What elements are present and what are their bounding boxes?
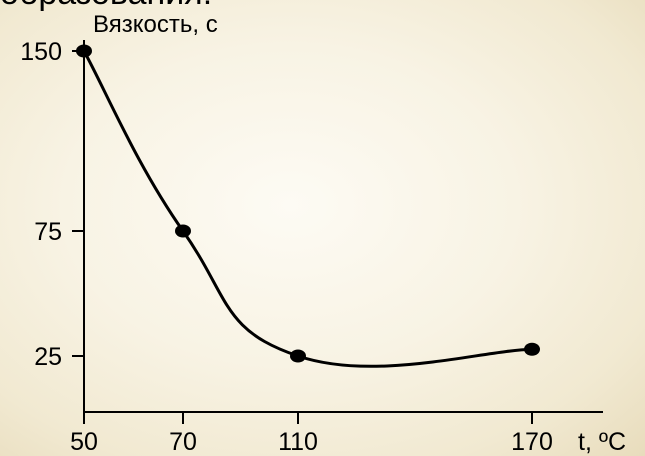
x-tick-label: 70 — [169, 428, 197, 456]
x-tick-label: 110 — [278, 428, 318, 456]
header-text: образования: — [0, 0, 212, 10]
x-axis-title: t, ºС — [578, 428, 626, 456]
y-axis-title: Вязкость, с — [93, 11, 218, 38]
series-line — [82, 50, 533, 368]
data-point-group — [76, 44, 540, 363]
chart-axes — [83, 40, 603, 413]
x-tick-label: 170 — [511, 428, 553, 456]
data-point — [76, 44, 92, 58]
data-point — [524, 342, 540, 356]
data-point — [175, 224, 191, 238]
y-tick-label: 150 — [20, 38, 62, 66]
y-tick-label: 25 — [34, 343, 62, 371]
y-tick-label: 75 — [34, 218, 62, 246]
data-point — [290, 349, 306, 363]
y-tick-group: 150 75 25 — [20, 38, 84, 371]
x-tick-group: 50 70 110 170 — [70, 412, 553, 456]
x-tick-label: 50 — [70, 428, 98, 456]
